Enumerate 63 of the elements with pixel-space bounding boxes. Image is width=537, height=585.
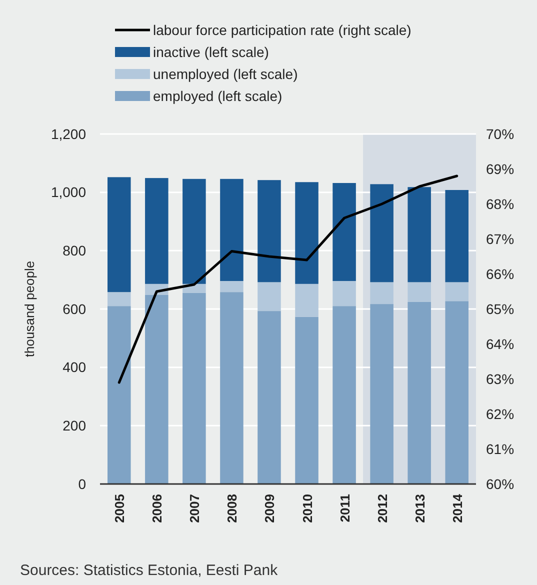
bar (408, 282, 431, 302)
y-tick-label: 0 (78, 476, 86, 492)
bar (182, 292, 206, 484)
x-tick-label: 2006 (150, 494, 165, 523)
bar (370, 184, 394, 282)
bar (258, 180, 281, 282)
legend-label: unemployed (left scale) (153, 66, 298, 82)
y2-tick-label: 61% (486, 440, 514, 457)
bar (108, 177, 131, 292)
bar (332, 281, 356, 306)
y-tick-label: 600 (62, 300, 86, 317)
y-tick-label: 400 (62, 359, 86, 376)
bar (445, 190, 468, 282)
x-tick-label: 2010 (300, 494, 315, 523)
y2-tick-label: 65% (486, 300, 514, 317)
y2-tick-label: 69% (486, 160, 514, 177)
legend-label: labour force participation rate (right scale) (153, 22, 412, 38)
bar (220, 281, 244, 292)
bar (220, 292, 244, 484)
bar (108, 306, 131, 484)
x-tick-label: 2005 (112, 494, 128, 523)
y-tick-label: 1,200 (50, 126, 86, 142)
y2-tick-label: 60% (486, 476, 514, 492)
x-tick-label: 2009 (262, 494, 278, 523)
y2-tick-label: 63% (486, 370, 514, 387)
bar (182, 178, 206, 284)
x-tick-label: 2008 (224, 494, 240, 523)
y2-tick-label: 62% (486, 406, 514, 422)
bar (108, 292, 131, 306)
y-axis-title: thousand people (22, 260, 37, 358)
bar (258, 311, 281, 484)
bar (258, 282, 281, 312)
bar (220, 178, 244, 281)
bar (145, 295, 168, 484)
bar (370, 282, 394, 304)
bar (295, 284, 318, 317)
bar (445, 282, 468, 302)
y2-tick-label: 67% (486, 230, 514, 247)
bar (445, 301, 468, 484)
legend-label: employed (left scale) (153, 88, 282, 104)
y-tick-label: 1,000 (50, 184, 86, 200)
line-series (118, 174, 458, 384)
x-tick-label: 2007 (187, 494, 202, 523)
bar (295, 316, 318, 484)
y2-tick-label: 68% (486, 196, 514, 212)
x-tick-label: 2013 (412, 494, 428, 523)
y2-tick-label: 70% (486, 126, 514, 142)
legend-label: inactive (left scale) (153, 44, 269, 60)
bar (332, 306, 356, 484)
x-tick-label: 2011 (337, 494, 352, 522)
y-tick-label: 800 (62, 242, 86, 259)
y-tick-label: 200 (62, 418, 86, 434)
bar (408, 302, 431, 484)
bar (295, 182, 318, 284)
source-note: Sources: Statistics Estonia, Eesti Pank (20, 562, 278, 579)
x-tick-label: 2012 (374, 494, 390, 523)
bar (332, 183, 356, 281)
bar (145, 178, 168, 284)
bar (408, 187, 431, 282)
x-tick-label: 2014 (450, 493, 465, 523)
bar (370, 304, 394, 484)
y2-tick-label: 66% (486, 266, 514, 282)
y2-tick-label: 64% (486, 336, 514, 352)
